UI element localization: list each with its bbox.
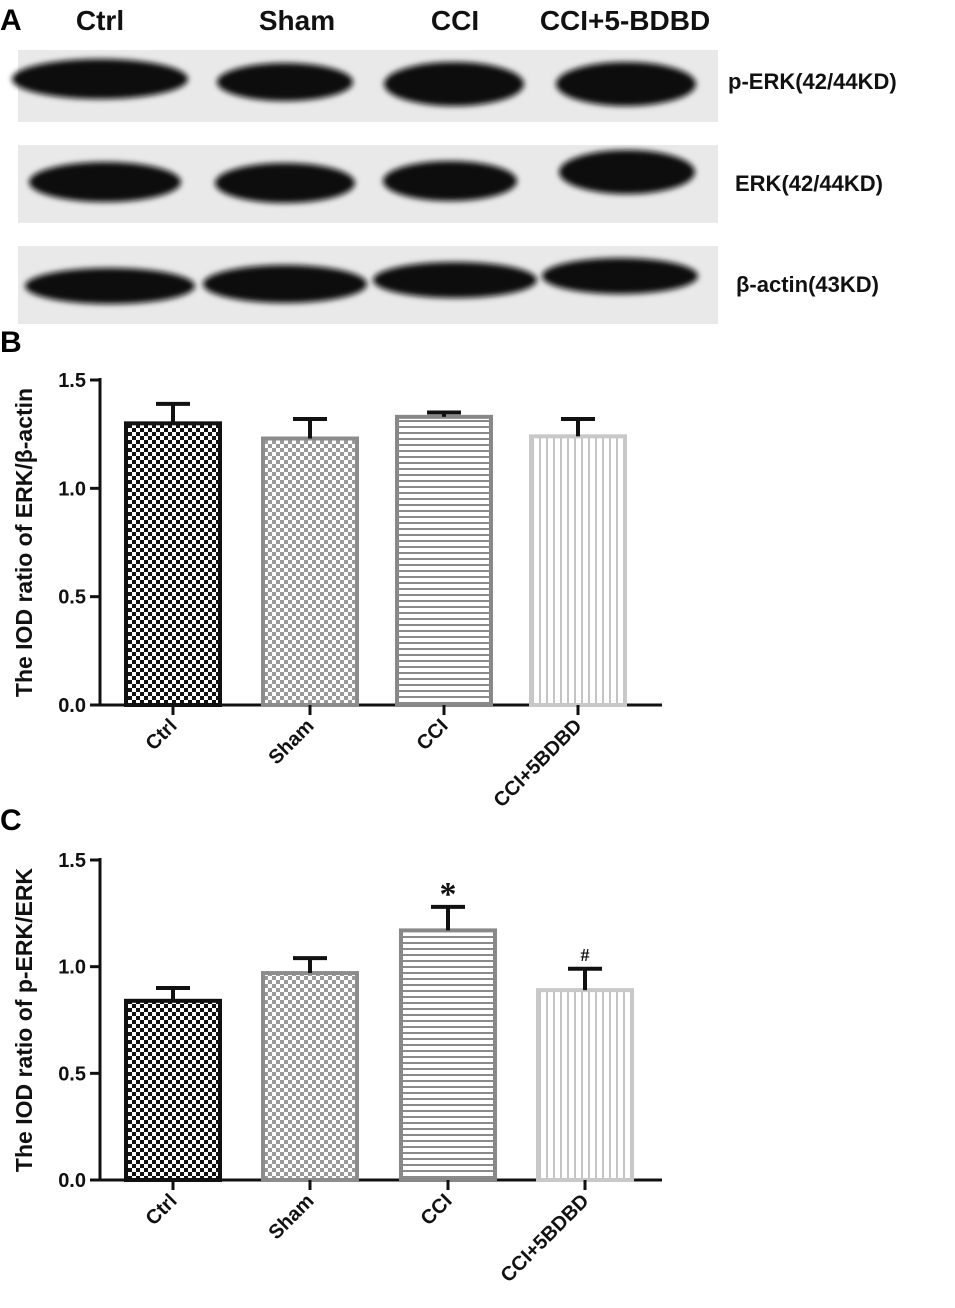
blot-strip-perk: p-ERK(42/44KD) — [12, 50, 897, 122]
blot-strip-erk: ERK(42/44KD) — [18, 145, 883, 223]
blot-strip-actin: β-actin(43KD) — [18, 246, 879, 324]
y-tick-label: 1.0 — [58, 957, 86, 979]
panel-label-a: A — [0, 4, 22, 37]
lane-label-cci-5bdbd: CCI+5-BDBD — [540, 5, 710, 36]
x-tick-label-cci-5bdbd: CCI+5BDBD — [497, 1190, 594, 1287]
y-tick-label: 0.5 — [58, 1063, 86, 1085]
band-erk-cci-5bdbd — [559, 150, 695, 194]
bar-ctrl — [124, 998, 222, 1182]
band-actin-sham — [203, 265, 367, 303]
significance-star: * — [440, 876, 457, 913]
lane-label-cci: CCI — [431, 5, 479, 36]
bar-sham — [261, 971, 359, 1182]
blot-lane-labels: Ctrl Sham CCI CCI+5-BDBD — [76, 5, 710, 36]
bar-sham — [261, 436, 359, 707]
band-actin-cci — [373, 262, 537, 298]
blot-row-label-erk: ERK(42/44KD) — [735, 171, 883, 196]
x-tick-label-cci-5bdbd: CCI+5BDBD — [490, 715, 587, 812]
bar-cci-5bdbd — [536, 988, 634, 1183]
band-erk-ctrl — [29, 162, 181, 202]
chart-erk-actin: 0.0 0.5 1.0 1.5 The IOD ratio of ERK/β-actin… — [11, 370, 662, 812]
bar-ctrl — [124, 421, 222, 707]
x-tick-label-cci: CCI — [413, 715, 453, 755]
blot-row-label-actin: β-actin(43KD) — [736, 272, 879, 297]
band-actin-ctrl — [25, 268, 195, 304]
band-perk-ctrl — [12, 59, 188, 99]
band-perk-cci-5bdbd — [556, 62, 696, 106]
x-tick-label-cci: CCI — [417, 1190, 457, 1230]
band-perk-sham — [217, 63, 353, 101]
y-axis-label: The IOD ratio of p-ERK/ERK — [11, 868, 37, 1173]
band-erk-cci — [383, 161, 517, 201]
y-tick-label: 1.0 — [58, 478, 86, 500]
bar-cci — [399, 928, 497, 1183]
panel-label-b: B — [0, 326, 22, 359]
lane-label-ctrl: Ctrl — [76, 5, 124, 36]
y-tick-label: 1.5 — [58, 370, 86, 392]
x-tick-label-ctrl: Ctrl — [142, 1190, 182, 1230]
band-actin-cci-5bdbd — [542, 258, 698, 294]
blot-row-label-perk: p-ERK(42/44KD) — [728, 69, 897, 94]
bar-cci-5bdbd — [529, 434, 627, 707]
bar-cci — [395, 414, 493, 707]
y-tick-label: 0.0 — [58, 695, 86, 717]
y-tick-label: 0.0 — [58, 1170, 86, 1192]
band-erk-sham — [215, 163, 355, 203]
significance-hash: # — [581, 945, 590, 965]
lane-label-sham: Sham — [259, 5, 335, 36]
chart-perk-erk: 0.0 0.5 1.0 1.5 The IOD ratio of p-ERK/ERK Ct… — [11, 850, 662, 1287]
y-tick-label: 0.5 — [58, 587, 86, 609]
y-axis-label: The IOD ratio of ERK/β-actin — [11, 388, 37, 697]
x-tick-label-sham: Sham — [264, 715, 318, 769]
y-tick-label: 1.5 — [58, 850, 86, 872]
band-perk-cci — [384, 62, 524, 106]
panel-label-c: C — [0, 804, 22, 837]
x-tick-label-ctrl: Ctrl — [142, 715, 182, 755]
x-tick-label-sham: Sham — [264, 1190, 318, 1244]
